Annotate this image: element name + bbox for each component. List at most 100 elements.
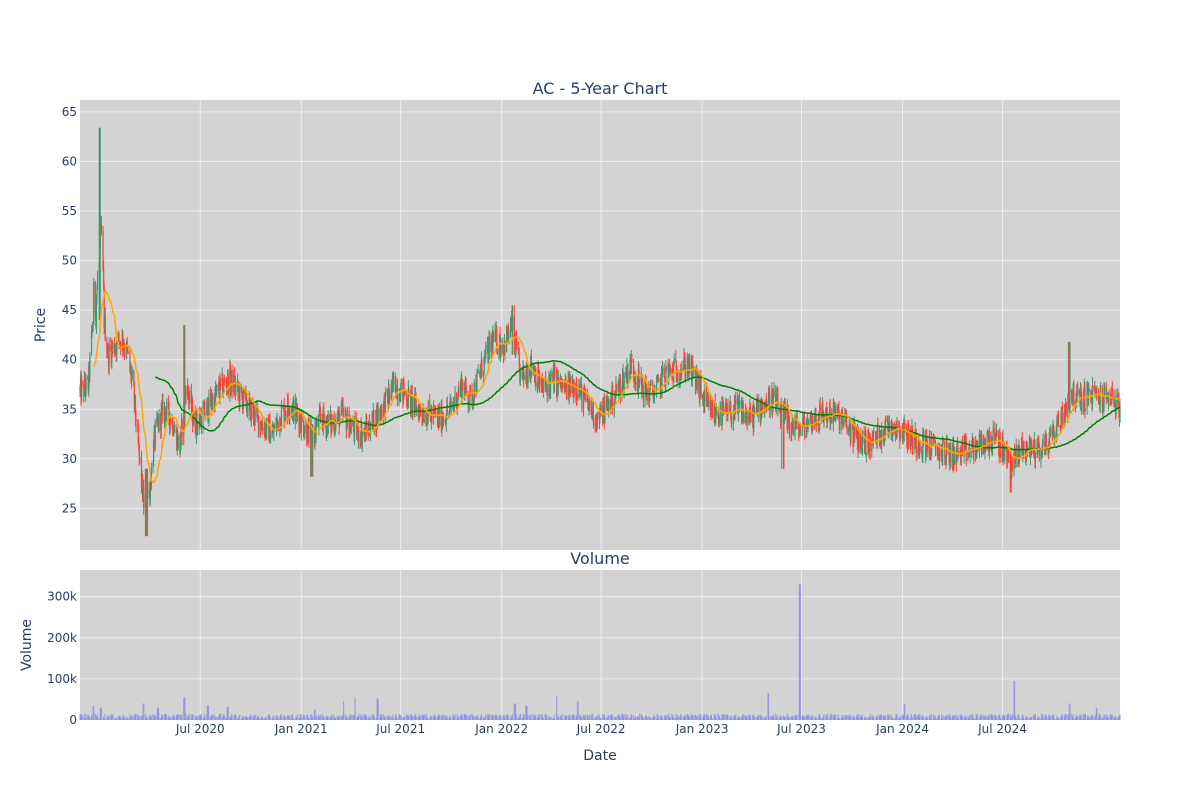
candle [183,325,185,446]
candle-body [434,410,436,412]
candle [896,416,898,439]
candle-body [1077,390,1079,395]
volume-bar [346,717,349,720]
volume-bar [692,716,694,720]
volume-bar [125,716,127,720]
candle [823,413,825,429]
candle [127,351,129,354]
candle-body [490,338,492,353]
volume-bar [79,714,82,720]
candle [661,360,664,377]
candle-body [669,366,671,373]
candle [1084,381,1086,419]
volume-bar [492,714,495,720]
candle [554,362,556,379]
candle-body [792,421,794,436]
candle-body [987,431,989,435]
candle-body [514,338,516,342]
candle [133,369,135,387]
candle-body [799,427,802,432]
candle-body [1060,411,1062,431]
candle-body [302,414,304,422]
candle [131,366,133,381]
candle-body [879,440,881,442]
candle [665,365,668,372]
volume-bar [154,715,156,720]
candle-body [457,397,459,401]
candle [113,337,116,357]
candle-body [548,375,550,397]
candle-body [207,418,210,421]
candle-body [1094,387,1096,391]
candle-body [1113,402,1116,406]
volume-bar [642,716,644,720]
candle [1091,376,1094,411]
volume-bar [487,714,489,720]
candle-body [146,504,148,506]
volume-bar [531,713,533,720]
candle-body [567,379,569,399]
candle [312,424,314,477]
volume-bar [625,713,627,720]
candle-body [957,446,959,453]
candle-body [665,367,668,369]
volume-bar [392,718,395,720]
candle [500,338,502,358]
candle [519,369,521,386]
volume-bar [515,714,518,720]
candle-body [530,356,532,371]
candle [503,349,505,356]
candle-body [831,413,833,424]
candle [741,401,743,424]
volume-bar [123,715,125,720]
candle-body [281,407,283,409]
candle-body [906,440,909,446]
candle-body [345,409,347,416]
candle-body [536,383,539,387]
candle [385,386,387,397]
candle [296,403,299,422]
candle-body [1057,412,1060,427]
candle-body [738,400,741,405]
candle-body [761,402,763,414]
candle [792,417,794,437]
volume-bar [173,715,176,720]
volume-bar [622,714,624,720]
candle [94,280,96,321]
candle [392,370,395,393]
candle [788,416,791,439]
candle [349,427,351,439]
candle [262,423,264,435]
candle-body [273,429,275,434]
candle-body [368,422,370,433]
volume-bar [408,716,410,720]
candle-body [910,432,912,446]
candle-body [913,440,915,450]
volume-bar [467,715,469,720]
volume-bar [677,716,679,720]
candle [731,415,733,430]
candle-body [1114,402,1116,404]
candle [942,438,944,446]
volume-bar [688,716,691,720]
volume-bar [661,718,664,720]
candle-body [261,423,263,428]
volume-bar [612,714,614,720]
candle-body [929,457,932,459]
volume-bar [657,715,659,720]
candle-body [337,410,339,418]
volume-bar [498,714,501,720]
candle [189,386,191,405]
candle [219,378,222,391]
volume-bar [481,716,483,720]
candle-body [1034,440,1036,461]
candle-body [441,420,444,430]
candle [1061,401,1063,429]
volume-bar [675,714,677,720]
candle [737,395,739,422]
volume-bar [106,715,109,720]
candle [950,441,952,469]
candle-body [1073,383,1075,405]
candle-body [269,420,271,444]
candle-body [411,390,413,394]
